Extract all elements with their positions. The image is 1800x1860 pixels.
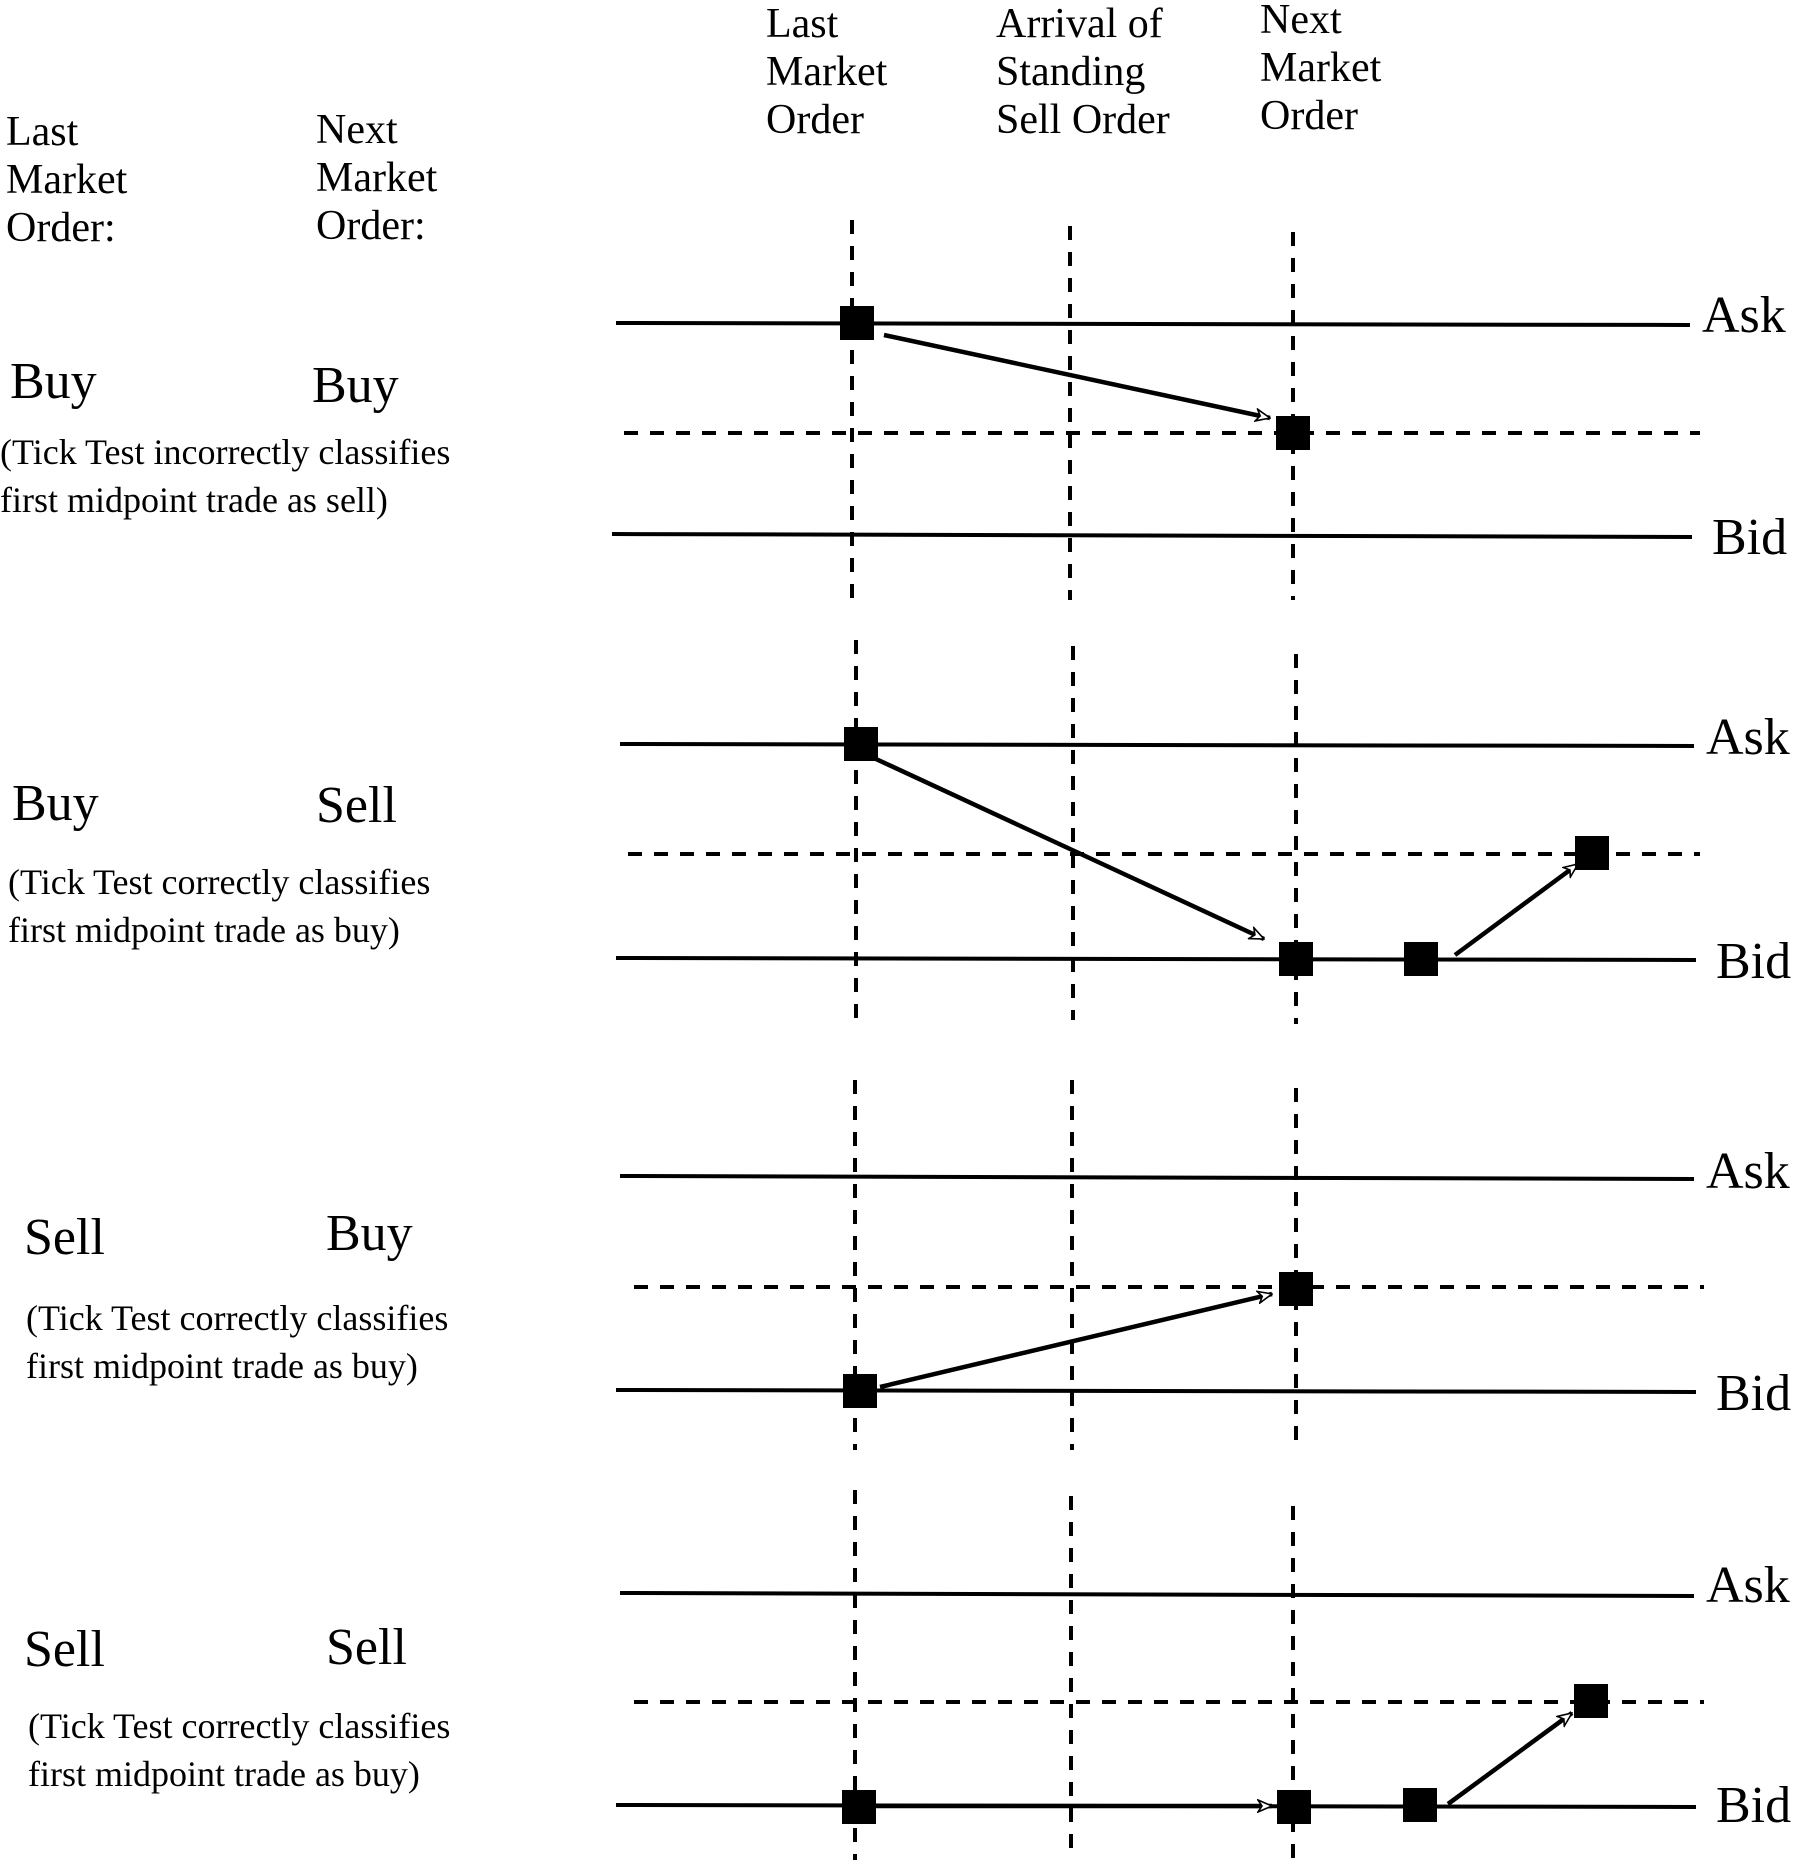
scenario-2-last-order: Buy	[12, 775, 99, 832]
scenario-3-bid-label: Bid	[1716, 1365, 1792, 1422]
ask-line-s1	[615, 321, 1691, 327]
column-header-last-market-order: Last Market Order	[766, 1, 888, 143]
scenario-4-last-order: Sell	[24, 1621, 105, 1678]
trade-marker-s2-later-midpoint	[1575, 836, 1609, 870]
scenario-3-last-order: Sell	[24, 1209, 105, 1266]
trade-marker-s2-last-ask	[844, 727, 878, 761]
scenario-2-ask-label: Ask	[1706, 709, 1790, 766]
scenario-4-note: (Tick Test correctly classifies first mi…	[28, 1706, 451, 1794]
scenario-3-ask-label: Ask	[1706, 1143, 1790, 1200]
scenario-4-next-order: Sell	[326, 1619, 407, 1676]
arrow-s4-bid-to-midpoint	[1446, 1711, 1572, 1806]
arrow-s3-bid-to-midpoint	[879, 1294, 1272, 1390]
scenario-4-bid-label: Bid	[1716, 1777, 1792, 1834]
left-header-next-market-order: Next Market Order:	[316, 107, 438, 249]
scenario-1-ask-label: Ask	[1702, 287, 1786, 344]
scenario-1-note: (Tick Test incorrectly classifies first …	[0, 432, 451, 520]
arrow-s2-bid-to-midpoint	[1453, 862, 1578, 957]
bid-line-s3	[615, 1388, 1697, 1394]
scenario-2-next-order: Sell	[316, 777, 397, 834]
column-header-arrival-standing-sell-order: Arrival of Standing Sell Order	[996, 1, 1170, 143]
trade-marker-s3-next-midpoint	[1279, 1272, 1313, 1306]
column-header-next-market-order: Next Market Order	[1260, 0, 1382, 139]
scenario-2-bid-label: Bid	[1716, 933, 1792, 990]
bid-line-s1	[611, 532, 1693, 539]
left-header-last-market-order: Last Market Order:	[6, 109, 128, 251]
trade-marker-s2-next-bid	[1279, 942, 1313, 976]
scenario-1-bid-label: Bid	[1712, 509, 1788, 566]
arrow-s1-ask-to-midpoint	[883, 332, 1270, 418]
ask-line-s2	[619, 742, 1695, 748]
arrow-s2-ask-to-bid	[875, 756, 1264, 942]
trade-marker-s3-last-bid	[843, 1374, 877, 1408]
scenario-2-note: (Tick Test correctly classifies first mi…	[8, 862, 431, 950]
ask-line-s3	[619, 1174, 1695, 1181]
trade-marker-s4-later-midpoint	[1574, 1684, 1608, 1718]
trade-marker-s2-later-bid	[1404, 942, 1438, 976]
trade-marker-s4-later-bid	[1403, 1788, 1437, 1822]
scenario-4-ask-label: Ask	[1706, 1557, 1790, 1614]
bid-line-s2	[615, 956, 1697, 962]
ask-line-s4	[619, 1591, 1695, 1598]
trade-marker-s4-last-bid	[842, 1790, 876, 1824]
scenario-1-next-order: Buy	[312, 357, 399, 414]
trade-marker-s1-next-midpoint	[1276, 416, 1310, 450]
trade-marker-s1-last-ask	[840, 306, 874, 340]
scenario-1-last-order: Buy	[10, 353, 97, 410]
scenario-3-note: (Tick Test correctly classifies first mi…	[26, 1298, 449, 1386]
scenario-3-next-order: Buy	[326, 1205, 413, 1262]
trade-marker-s4-next-bid	[1277, 1790, 1311, 1824]
